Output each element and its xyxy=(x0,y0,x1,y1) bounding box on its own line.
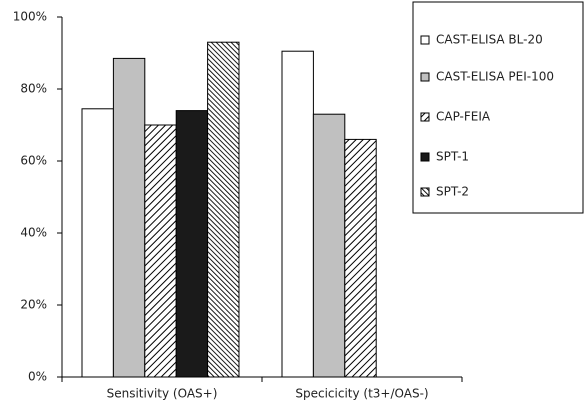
bar xyxy=(144,124,177,378)
legend-swatch xyxy=(420,72,430,82)
bar xyxy=(112,57,146,378)
legend-swatch xyxy=(420,187,430,197)
bar xyxy=(81,108,114,378)
legend-label: SPT-1 xyxy=(436,150,469,164)
y-tick-label: 100% xyxy=(13,10,47,24)
legend-label: CAST-ELISA BL-20 xyxy=(436,33,543,47)
y-tick-label: 0% xyxy=(28,370,47,384)
legend-box xyxy=(412,1,584,214)
y-tick-label: 20% xyxy=(20,298,47,312)
legend-label: CAST-ELISA PEI-100 xyxy=(436,70,554,84)
x-tick-label: Specicicity (t3+/OAS-) xyxy=(295,387,428,401)
x-tick-label: Sensitivity (OAS+) xyxy=(107,387,218,401)
legend-label: CAP-FEIA xyxy=(436,110,491,124)
bar xyxy=(207,41,240,378)
y-tick-label: 60% xyxy=(20,154,47,168)
legend-swatch xyxy=(420,112,430,122)
legend-swatch xyxy=(420,152,430,162)
bar xyxy=(281,50,314,378)
legend-label: SPT-2 xyxy=(436,185,469,199)
bar xyxy=(344,138,377,378)
bar xyxy=(312,113,346,378)
legend-swatch xyxy=(420,35,430,45)
y-tick-label: 80% xyxy=(20,82,47,96)
y-tick-label: 40% xyxy=(20,226,47,240)
bar xyxy=(175,110,209,378)
